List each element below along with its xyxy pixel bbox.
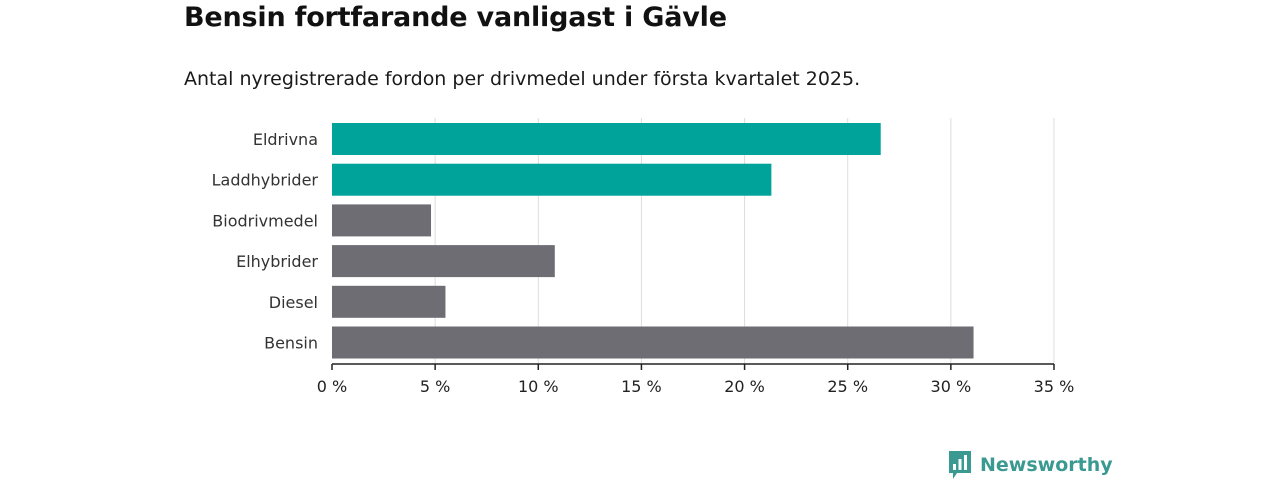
category-label: Bensin bbox=[264, 334, 318, 353]
chart-title: Bensin fortfarande vanligast i Gävle bbox=[184, 2, 727, 33]
bars bbox=[332, 123, 974, 359]
category-label: Diesel bbox=[269, 293, 318, 312]
bar bbox=[332, 163, 772, 196]
bar bbox=[332, 204, 432, 237]
x-tick-label: 20 % bbox=[724, 377, 765, 396]
x-tick-label: 5 % bbox=[420, 377, 450, 396]
brand-logo: Newsworthy bbox=[948, 450, 1113, 480]
bar bbox=[332, 326, 974, 359]
bar bbox=[332, 245, 555, 278]
bar bbox=[332, 285, 446, 318]
category-labels: Eldrivna Laddhybrider Biodrivmedel Elhybrid… bbox=[212, 130, 319, 353]
category-label: Eldrivna bbox=[253, 130, 318, 149]
x-tick-label: 30 % bbox=[931, 377, 972, 396]
x-tick-label: 0 % bbox=[317, 377, 347, 396]
brand-name: Newsworthy bbox=[980, 454, 1113, 476]
x-axis: 0 % 5 % 10 % 15 % 20 % 25 % 30 % 35 % bbox=[317, 363, 1075, 396]
bar bbox=[332, 123, 881, 155]
x-tick-label: 25 % bbox=[827, 377, 868, 396]
x-tick-label: 15 % bbox=[621, 377, 662, 396]
category-label: Elhybrider bbox=[236, 252, 318, 271]
bar-chart: Eldrivna Laddhybrider Biodrivmedel Elhybrid… bbox=[212, 118, 1075, 396]
chart-subtitle: Antal nyregistrerade fordon per drivmede… bbox=[184, 68, 861, 90]
category-label: Biodrivmedel bbox=[212, 211, 318, 230]
bar-chart-logo-icon bbox=[949, 451, 971, 479]
grid-lines bbox=[434, 118, 1055, 364]
category-label: Laddhybrider bbox=[212, 171, 319, 190]
x-tick-label: 10 % bbox=[518, 377, 559, 396]
x-tick-label: 35 % bbox=[1034, 377, 1075, 396]
